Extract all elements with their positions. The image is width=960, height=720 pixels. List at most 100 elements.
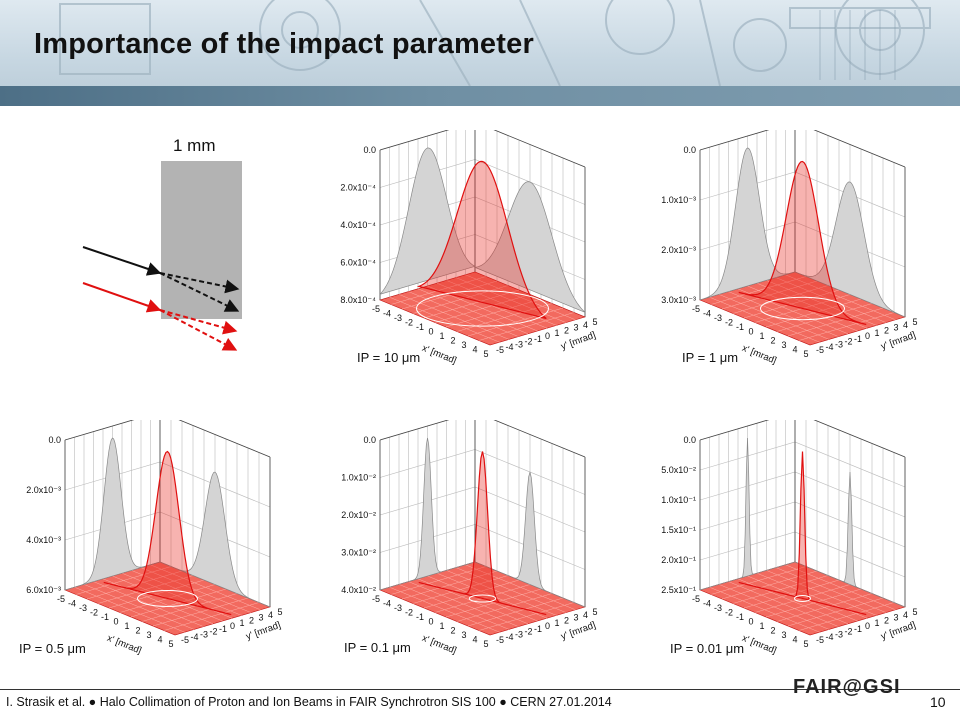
x-tick-label: 2 bbox=[450, 626, 455, 636]
axis-edge bbox=[699, 420, 770, 441]
floor-gridline bbox=[478, 312, 575, 341]
x-tick-label: 4 bbox=[472, 635, 477, 645]
z-tick-label: 2.0x10⁻³ bbox=[26, 485, 61, 495]
x-tick-label: 0 bbox=[428, 617, 433, 627]
floor-ring bbox=[760, 296, 845, 321]
floor-gridline bbox=[765, 298, 862, 328]
floor-gridline bbox=[765, 588, 862, 618]
plot-group: 4.0x10⁻²3.0x10⁻²2.0x10⁻²1.0x10⁻²0.0-5 -4-… bbox=[341, 420, 598, 655]
y-tick-label: -5 bbox=[816, 345, 824, 355]
y-tick-label: -2 bbox=[524, 627, 532, 637]
ip-label: IP = 0.1 μm bbox=[344, 640, 411, 655]
x-tick-label: -1 bbox=[736, 322, 744, 332]
x-tick-label: 4 bbox=[157, 635, 162, 645]
y-tick-label: 0 bbox=[545, 331, 550, 341]
floor-ring bbox=[794, 595, 811, 602]
y-tick-label: -4 bbox=[505, 632, 513, 642]
x-tick-label: 5 bbox=[803, 349, 808, 359]
floor-gridline bbox=[456, 593, 553, 622]
floor-gridline bbox=[445, 298, 542, 328]
z-tick-label: 4.0x10⁻³ bbox=[26, 535, 61, 545]
x-tick-label: 0 bbox=[428, 327, 433, 337]
projection-curve-right bbox=[474, 471, 586, 608]
z-tick-label: 3.0x10⁻³ bbox=[661, 295, 696, 305]
z-tick-label: 1.0x10⁻² bbox=[341, 473, 376, 483]
y-tick-label: 2 bbox=[564, 615, 569, 625]
floor-gridline bbox=[465, 274, 576, 321]
distribution-plot-ip-0-1um: 4.0x10⁻²3.0x10⁻²2.0x10⁻²1.0x10⁻²0.0-5 -4-… bbox=[341, 420, 598, 655]
floor-gridline bbox=[798, 602, 895, 631]
projection-curve-left bbox=[699, 147, 796, 301]
x-tick-label: -4 bbox=[383, 309, 391, 319]
x-tick-label: -2 bbox=[725, 318, 733, 328]
plot-group: 2.5x10⁻¹ 2.0x10⁻¹ 1.5x10⁻¹ 1.0x10⁻¹ 5.0x10⁻²… bbox=[661, 420, 918, 655]
floor-gridline bbox=[140, 567, 252, 613]
floor-gridline bbox=[478, 602, 575, 631]
axis-edge bbox=[178, 420, 271, 458]
z-tick-label: 1.5x10⁻¹ bbox=[661, 525, 696, 535]
projection-curve-left bbox=[64, 437, 161, 591]
distribution-plot-ip-0-01um: 2.5x10⁻¹ 2.0x10⁻¹ 1.5x10⁻¹ 1.0x10⁻¹ 5.0x10⁻²… bbox=[661, 420, 918, 655]
y-tick-label: 4 bbox=[903, 320, 908, 330]
header-banner bbox=[0, 0, 960, 106]
plot-group: 3.0x10⁻³2.0x10⁻³1.0x10⁻³0.0-5 -4 -3 -2 -1 0 1 2… bbox=[661, 130, 918, 365]
z-tick-label: 6.0x10⁻³ bbox=[26, 585, 61, 595]
y-tick-label: 5 bbox=[592, 317, 597, 327]
y-tick-label: -3 bbox=[200, 629, 208, 639]
x-tick-label: -1 bbox=[416, 322, 424, 332]
x-tick-label: -2 bbox=[405, 318, 413, 328]
z-tick-label: 1.0x10⁻¹ bbox=[661, 495, 696, 505]
y-tick-label: 5 bbox=[912, 317, 917, 327]
x-tick-label: 4 bbox=[472, 345, 477, 355]
floor-ring bbox=[468, 594, 497, 603]
x-tick-label: 0 bbox=[748, 327, 753, 337]
z-tick-label: 1.0x10⁻³ bbox=[661, 195, 696, 205]
x-tick-label: 4 bbox=[792, 345, 797, 355]
x-tick-label: -3 bbox=[79, 603, 87, 613]
x-tick-label: -2 bbox=[90, 608, 98, 618]
collimator-block bbox=[161, 161, 242, 319]
y-tick-label: 1 bbox=[554, 328, 559, 338]
floor-gridline bbox=[785, 564, 896, 611]
floor-gridline bbox=[785, 274, 896, 321]
y-tick-label: -1 bbox=[854, 334, 862, 344]
y-tick-label: -2 bbox=[524, 337, 532, 347]
y-tick-label: 1 bbox=[239, 618, 244, 628]
floor-ring bbox=[416, 290, 549, 327]
y-tick-label: -5 bbox=[181, 635, 189, 645]
x-tick-label: -5 bbox=[692, 304, 700, 314]
ip-label: IP = 1 μm bbox=[682, 350, 739, 365]
z-tick-label: 3.0x10⁻² bbox=[341, 548, 376, 558]
distribution-peak bbox=[418, 451, 547, 616]
ip-label: IP = 0.01 μm bbox=[670, 641, 745, 656]
trajectory-black-incoming bbox=[82, 246, 162, 276]
axis-edge bbox=[813, 130, 906, 168]
z-tick-label: 0.0 bbox=[48, 435, 61, 445]
x-tick-label: 2 bbox=[135, 626, 140, 636]
floor-gridline bbox=[798, 312, 895, 341]
y-tick-label: -1 bbox=[534, 334, 542, 344]
x-tick-label: 1 bbox=[124, 621, 129, 631]
x-tick-label: 3 bbox=[781, 340, 786, 350]
y-tick-label: 0 bbox=[865, 621, 870, 631]
x-tick-label: -1 bbox=[101, 612, 109, 622]
y-tick-label: 3 bbox=[893, 323, 898, 333]
floor-gridline bbox=[467, 597, 564, 627]
y-tick-label: -3 bbox=[835, 339, 843, 349]
y-tick-label: 4 bbox=[583, 320, 588, 330]
ip-label: IP = 10 μm bbox=[357, 350, 421, 365]
z-tick-label: 0.0 bbox=[363, 435, 376, 445]
z-tick-label: 2.0x10⁻⁴ bbox=[340, 183, 376, 193]
y-tick-label: -4 bbox=[825, 632, 833, 642]
distribution-peak bbox=[416, 160, 547, 320]
y-tick-label: 5 bbox=[912, 607, 917, 617]
y-tick-label: 2 bbox=[249, 615, 254, 625]
z-tick-label: 0.0 bbox=[363, 145, 376, 155]
footer-divider bbox=[0, 689, 960, 690]
x-tick-label: 3 bbox=[146, 630, 151, 640]
y-tick-label: 2 bbox=[564, 325, 569, 335]
floor-gridline bbox=[776, 303, 873, 332]
projection-curve-right bbox=[794, 471, 906, 608]
axis-edge bbox=[699, 130, 770, 151]
machinery-background-image bbox=[59, 0, 931, 86]
